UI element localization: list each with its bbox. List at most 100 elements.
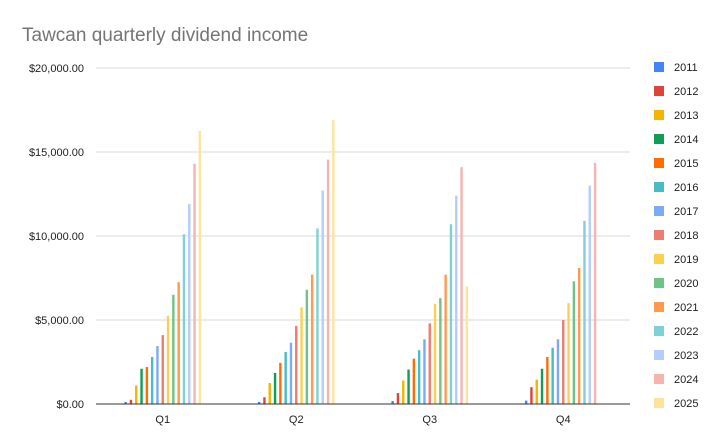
legend-swatch [654, 158, 664, 168]
bar-2012-Q2 [263, 397, 266, 404]
bar-2020-Q1 [172, 294, 175, 404]
bar-2018-Q1 [161, 335, 164, 404]
legend-swatch [654, 254, 664, 264]
legend-label: 2012 [674, 86, 698, 98]
legend-label: 2022 [674, 326, 698, 338]
legend-label: 2014 [674, 134, 698, 146]
legend-label: 2020 [674, 278, 698, 290]
bar-2023-Q1 [188, 204, 191, 404]
legend-label: 2011 [674, 62, 698, 74]
bar-2020-Q3 [439, 298, 442, 404]
legend-swatch [654, 62, 664, 72]
legend-swatch [654, 278, 664, 288]
bar-2013-Q3 [402, 380, 405, 404]
bar-2022-Q3 [449, 224, 453, 404]
legend-swatch [654, 182, 664, 192]
bar-2022-Q1 [182, 234, 186, 404]
legend-item-2024[interactable]: 2024 [654, 374, 698, 386]
y-tick-label: $15,000.00 [29, 147, 84, 159]
bar-2011-Q4 [524, 400, 528, 404]
bar-2015-Q4 [546, 356, 549, 404]
bar-2011-Q2 [257, 401, 261, 404]
y-tick-label: $20,000.00 [29, 63, 84, 75]
bar-2021-Q2 [310, 274, 314, 404]
legend-label: 2013 [674, 110, 698, 122]
bar-2024-Q3 [460, 167, 463, 404]
bar-2025-Q1 [198, 131, 202, 404]
legend-label: 2018 [674, 230, 698, 242]
bar-2014-Q1 [140, 368, 143, 404]
bar-2021-Q3 [444, 274, 447, 404]
legend-item-2023[interactable]: 2023 [654, 350, 698, 362]
bar-2011-Q1 [124, 401, 127, 404]
x-category-label: Q4 [556, 414, 571, 426]
bar-2012-Q4 [530, 387, 533, 404]
legend-item-2025[interactable]: 2025 [654, 398, 698, 410]
y-axis-tick-labels: $0.00 $5,000.00 $10,000.00 $15,000.00 $20,00… [29, 63, 84, 411]
bar-2022-Q4 [583, 220, 586, 404]
bar-2023-Q4 [588, 185, 591, 404]
legend-item-2021[interactable]: 2021 [654, 302, 698, 314]
bar-2015-Q1 [145, 367, 149, 404]
x-category-label: Q1 [155, 414, 170, 426]
bar-2017-Q4 [556, 339, 560, 404]
bar-2024-Q1 [193, 163, 196, 404]
legend-item-2020[interactable]: 2020 [654, 278, 698, 290]
legend-item-2015[interactable]: 2015 [654, 158, 698, 170]
bar-2020-Q4 [572, 281, 576, 404]
bar-2019-Q2 [300, 307, 303, 404]
legend-item-2022[interactable]: 2022 [654, 326, 698, 338]
legend-label: 2019 [674, 254, 698, 266]
bar-2011-Q3 [391, 400, 394, 404]
bar-2015-Q3 [412, 358, 416, 404]
legend-item-2014[interactable]: 2014 [654, 134, 698, 146]
bar-2021-Q1 [177, 282, 180, 404]
legend-label: 2016 [674, 182, 698, 194]
y-tick-label: $5,000.00 [35, 315, 84, 327]
bar-2024-Q2 [326, 159, 330, 404]
legend-label: 2021 [674, 302, 698, 314]
legend-item-2019[interactable]: 2019 [654, 254, 698, 266]
legend-label: 2025 [674, 398, 698, 410]
x-axis: Q1 Q2 Q3 Q4 [96, 403, 630, 426]
gridlines [96, 67, 630, 321]
legend-swatch [654, 86, 664, 96]
bar-2019-Q4 [567, 303, 570, 404]
legend-item-2011[interactable]: 2011 [654, 62, 698, 74]
x-category-label: Q2 [289, 414, 304, 426]
bar-2025-Q3 [465, 286, 469, 404]
legend-swatch [654, 110, 664, 120]
legend-swatch [654, 302, 664, 312]
legend-label: 2015 [674, 158, 698, 170]
bar-2025-Q2 [332, 120, 335, 404]
bar-2018-Q4 [562, 320, 565, 404]
legend: 2011 2012 2013 2014 2015 2016 2017 2018 2019 2020… [654, 62, 698, 410]
bar-2013-Q2 [268, 383, 271, 404]
legend-label: 2024 [674, 374, 698, 386]
bar-2016-Q1 [150, 356, 154, 404]
bar-2017-Q1 [156, 346, 159, 404]
legend-item-2017[interactable]: 2017 [654, 206, 698, 218]
bar-2019-Q3 [433, 304, 437, 404]
bar-2014-Q4 [540, 368, 544, 404]
legend-swatch [654, 398, 664, 408]
bar-2018-Q3 [428, 323, 431, 404]
bar-2018-Q2 [295, 325, 298, 404]
legend-item-2018[interactable]: 2018 [654, 230, 698, 242]
bar-2016-Q2 [284, 351, 287, 404]
bar-2024-Q4 [593, 162, 597, 404]
legend-swatch [654, 206, 664, 216]
y-tick-label: $10,000.00 [29, 231, 84, 243]
legend-item-2013[interactable]: 2013 [654, 110, 698, 122]
bar-2016-Q4 [551, 347, 554, 404]
bar-2017-Q3 [423, 339, 426, 404]
bar-2015-Q2 [279, 362, 282, 404]
bar-2017-Q2 [289, 342, 293, 404]
legend-swatch [654, 350, 664, 360]
legend-item-2016[interactable]: 2016 [654, 182, 698, 194]
bar-2021-Q4 [577, 267, 581, 404]
legend-item-2012[interactable]: 2012 [654, 86, 698, 98]
legend-swatch [654, 230, 664, 240]
